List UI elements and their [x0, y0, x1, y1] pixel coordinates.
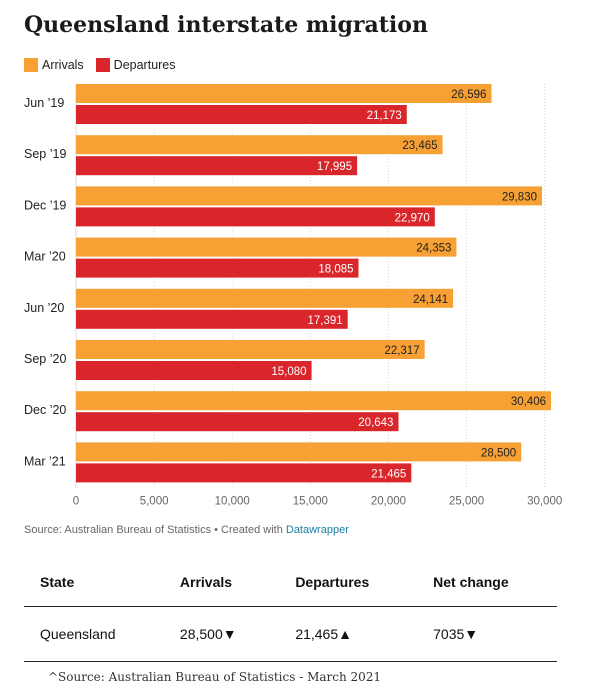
- departures-bar: [76, 463, 412, 483]
- arrivals-value-label: 28,500: [481, 447, 516, 459]
- x-tick-label: 30,000: [527, 496, 562, 508]
- arrivals-value-label: 29,830: [502, 191, 537, 203]
- arrivals-bar: [76, 135, 443, 155]
- departures-bar: [76, 105, 407, 124]
- x-tick-label: 15,000: [293, 496, 328, 508]
- legend-label-arrivals: Arrivals: [42, 58, 84, 72]
- arrivals-bar: [76, 237, 457, 257]
- header-net-change: Net change: [417, 558, 557, 607]
- legend-item-arrivals: Arrivals: [24, 58, 84, 72]
- departures-value-label: 20,643: [358, 417, 393, 429]
- header-state: State: [24, 558, 164, 607]
- datawrapper-link[interactable]: Datawrapper: [285, 524, 349, 536]
- arrivals-bar: [76, 288, 454, 308]
- cell-arrivals: 28,500▼: [163, 606, 280, 662]
- category-label: Mar ’20: [24, 250, 66, 264]
- departures-bar: [76, 258, 359, 278]
- arrivals-bar: [76, 340, 425, 359]
- arrivals-bar: [76, 186, 543, 206]
- source-note: Source: Australian Bureau of Statistics …: [24, 524, 349, 536]
- arrivals-value-label: 23,465: [402, 140, 437, 152]
- departures-value-label: 22,970: [395, 212, 430, 224]
- category-label: Jun ’19: [24, 96, 64, 110]
- legend-label-departures: Departures: [113, 58, 176, 72]
- bar-chart: 0 5,000 10,000 15,000 20,000 25,000 30,000 Jun …: [24, 84, 562, 508]
- category-label: Mar ’21: [24, 454, 66, 468]
- category-label: Dec ’20: [24, 403, 66, 417]
- category-label: Dec ’19: [24, 198, 66, 212]
- arrivals-value-label: 30,406: [511, 396, 546, 408]
- header-arrivals: Arrivals: [163, 558, 280, 607]
- category-label: Jun ’20: [24, 301, 64, 315]
- x-tick-label: 20,000: [371, 496, 406, 508]
- cell-net-change: 7035▼: [417, 606, 557, 662]
- legend: Arrivals Departures: [24, 58, 188, 72]
- table-header-row: State Arrivals Departures Net change: [24, 558, 557, 607]
- x-tick-label: 0: [73, 496, 79, 508]
- footnote: ^Source: Australian Bureau of Statistics…: [48, 670, 382, 684]
- departures-value-label: 21,173: [367, 110, 402, 122]
- category-label: Sep ’20: [24, 352, 66, 366]
- departures-bar: [76, 207, 435, 227]
- legend-item-departures: Departures: [95, 58, 176, 72]
- arrivals-bar: [76, 391, 551, 411]
- departures-value-label: 21,465: [371, 468, 406, 480]
- chart-title: Queensland interstate migration: [24, 12, 428, 38]
- arrivals-bar: [76, 442, 522, 462]
- x-tick-label: 10,000: [215, 496, 250, 508]
- departures-bar: [76, 361, 312, 380]
- summary-table: State Arrivals Departures Net change Que…: [24, 558, 557, 662]
- source-text: Source: Australian Bureau of Statistics …: [24, 524, 286, 536]
- cell-state: Queensland: [24, 606, 164, 662]
- departures-value-label: 15,080: [271, 366, 306, 378]
- category-label: Sep ’19: [24, 147, 66, 161]
- departures-bar: [76, 156, 358, 176]
- cell-departures: 21,465▲: [279, 606, 418, 662]
- arrivals-value-label: 24,353: [416, 243, 451, 255]
- departures-value-label: 17,995: [317, 161, 352, 173]
- departures-bar: [76, 412, 399, 432]
- table-row: Queensland 28,500▼ 21,465▲ 7035▼: [24, 606, 557, 662]
- departures-value-label: 18,085: [318, 264, 353, 276]
- legend-swatch-arrivals: [24, 58, 38, 72]
- header-departures: Departures: [279, 558, 418, 607]
- departures-value-label: 17,391: [307, 315, 342, 327]
- x-tick-label: 5,000: [140, 496, 169, 508]
- x-tick-label: 25,000: [449, 496, 484, 508]
- arrivals-value-label: 26,596: [451, 89, 486, 101]
- legend-swatch-departures: [95, 58, 110, 72]
- arrivals-value-label: 22,317: [384, 345, 419, 357]
- arrivals-bar: [76, 84, 492, 103]
- arrivals-value-label: 24,141: [413, 294, 448, 306]
- departures-bar: [76, 309, 348, 329]
